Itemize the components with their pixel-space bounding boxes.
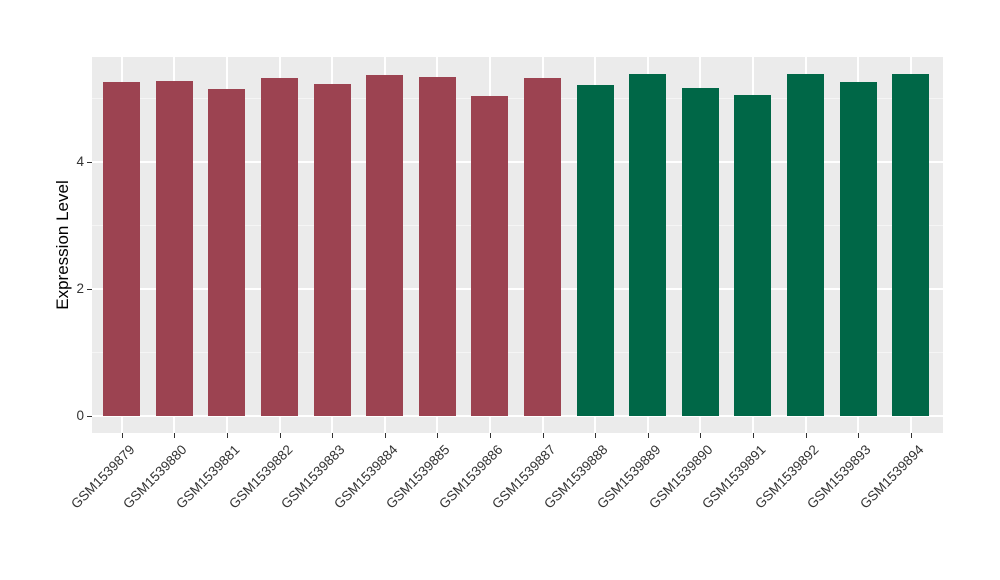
bar-GSM1539894 xyxy=(892,73,930,416)
x-tick-mark-GSM1539880 xyxy=(174,433,176,438)
x-tick-mark-GSM1539892 xyxy=(805,433,807,438)
major-gridline-y4 xyxy=(92,160,943,163)
x-tick-mark-GSM1539884 xyxy=(384,433,386,438)
x-tick-mark-GSM1539893 xyxy=(858,433,860,438)
y-tick-label-4: 4 xyxy=(76,153,84,169)
bar-GSM1539892 xyxy=(787,73,824,416)
x-tick-mark-GSM1539882 xyxy=(279,433,281,438)
bar-GSM1539882 xyxy=(261,77,298,416)
bar-GSM1539891 xyxy=(734,95,772,416)
x-tick-mark-GSM1539887 xyxy=(542,433,544,438)
minor-gridline-y5 xyxy=(92,97,943,99)
y-tick-mark-0 xyxy=(87,415,92,417)
x-tick-mark-GSM1539881 xyxy=(226,433,228,438)
major-gridline-y2 xyxy=(92,287,943,290)
plot-panel xyxy=(92,57,943,433)
bar-GSM1539885 xyxy=(418,77,456,416)
y-tick-mark-4 xyxy=(87,161,92,163)
bar-GSM1539887 xyxy=(524,77,561,416)
y-tick-mark-2 xyxy=(87,288,92,290)
bar-GSM1539881 xyxy=(208,88,246,416)
bar-GSM1539884 xyxy=(366,75,404,416)
y-tick-label-2: 2 xyxy=(76,280,84,296)
x-tick-mark-GSM1539889 xyxy=(647,433,649,438)
minor-gridline-y1 xyxy=(92,351,943,353)
bar-GSM1539890 xyxy=(681,88,719,416)
x-tick-mark-GSM1539885 xyxy=(437,433,439,438)
x-tick-mark-GSM1539879 xyxy=(121,433,123,438)
x-tick-mark-GSM1539888 xyxy=(595,433,597,438)
x-tick-mark-GSM1539894 xyxy=(910,433,912,438)
bar-GSM1539893 xyxy=(839,82,877,416)
major-gridline-y0 xyxy=(92,414,943,417)
x-tick-mark-GSM1539886 xyxy=(489,433,491,438)
x-tick-mark-GSM1539890 xyxy=(700,433,702,438)
bar-GSM1539889 xyxy=(629,74,667,416)
bar-GSM1539879 xyxy=(103,82,141,416)
bar-GSM1539888 xyxy=(576,84,614,416)
bar-GSM1539883 xyxy=(313,84,351,416)
x-tick-mark-GSM1539891 xyxy=(752,433,754,438)
minor-gridline-y3 xyxy=(92,224,943,226)
bar-GSM1539880 xyxy=(155,80,193,416)
y-tick-label-0: 0 xyxy=(76,407,84,423)
bar-GSM1539886 xyxy=(471,95,509,416)
x-tick-mark-GSM1539883 xyxy=(332,433,334,438)
